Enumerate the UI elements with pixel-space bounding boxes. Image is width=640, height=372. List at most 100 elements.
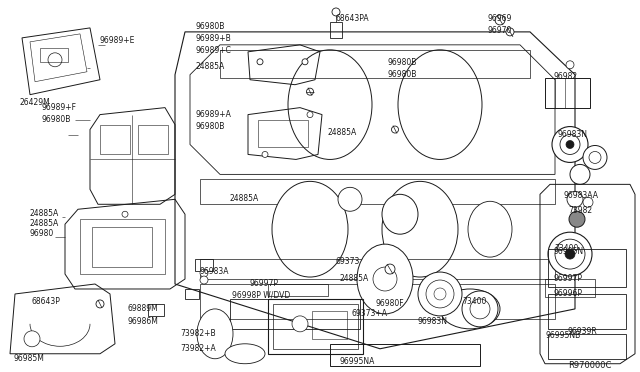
- Ellipse shape: [440, 289, 500, 329]
- Text: 96980B: 96980B: [388, 58, 417, 67]
- Circle shape: [566, 141, 574, 148]
- Text: 96998P W/DVD: 96998P W/DVD: [232, 291, 291, 300]
- Circle shape: [200, 276, 208, 284]
- Text: 96986M: 96986M: [128, 317, 159, 326]
- Bar: [545, 78, 590, 108]
- Ellipse shape: [398, 50, 482, 160]
- Bar: [258, 119, 308, 147]
- Text: 96995N: 96995N: [554, 247, 584, 256]
- Bar: [330, 22, 342, 38]
- Ellipse shape: [338, 187, 362, 211]
- Circle shape: [332, 8, 340, 16]
- Bar: [200, 284, 555, 319]
- Text: 96997P: 96997P: [554, 274, 583, 283]
- Text: 69889M: 69889M: [128, 304, 159, 313]
- Text: 96995NA: 96995NA: [340, 357, 376, 366]
- Text: 96970: 96970: [488, 26, 513, 35]
- Text: 96995NB: 96995NB: [546, 331, 581, 340]
- Text: 24885A: 24885A: [195, 62, 224, 71]
- Circle shape: [565, 249, 575, 259]
- Bar: [273, 304, 358, 349]
- Circle shape: [373, 267, 397, 291]
- Text: 96969: 96969: [488, 14, 513, 23]
- Bar: [268, 299, 363, 354]
- Circle shape: [426, 280, 454, 308]
- Text: 24885A: 24885A: [30, 219, 60, 228]
- Text: 68643PA: 68643PA: [336, 14, 370, 23]
- Circle shape: [567, 191, 583, 207]
- Circle shape: [392, 126, 399, 133]
- Bar: [545, 279, 595, 297]
- Text: 96983N: 96983N: [418, 317, 448, 326]
- Text: 73400: 73400: [554, 244, 579, 253]
- Text: 96983AA: 96983AA: [564, 191, 599, 201]
- Text: 96989+C: 96989+C: [195, 46, 231, 55]
- Text: 96989+F: 96989+F: [42, 103, 77, 112]
- Text: 96939R: 96939R: [568, 327, 598, 336]
- Text: 73982+B: 73982+B: [180, 329, 216, 338]
- Circle shape: [200, 269, 208, 277]
- Circle shape: [434, 288, 446, 300]
- Circle shape: [552, 126, 588, 163]
- Circle shape: [589, 151, 601, 163]
- Circle shape: [470, 299, 490, 319]
- Ellipse shape: [357, 244, 413, 314]
- Ellipse shape: [272, 182, 348, 277]
- Bar: [548, 334, 626, 359]
- Circle shape: [506, 28, 514, 36]
- Bar: [40, 48, 68, 62]
- Circle shape: [96, 300, 104, 308]
- Circle shape: [583, 145, 607, 169]
- Bar: [220, 50, 530, 78]
- Bar: [148, 304, 164, 316]
- Circle shape: [262, 151, 268, 157]
- Bar: [92, 227, 152, 267]
- Ellipse shape: [288, 50, 372, 160]
- Text: 96983A: 96983A: [200, 267, 230, 276]
- Circle shape: [257, 59, 263, 65]
- Text: 69373: 69373: [336, 257, 360, 266]
- Circle shape: [292, 316, 308, 332]
- Bar: [312, 311, 347, 339]
- Bar: [200, 179, 555, 204]
- Text: 96997P: 96997P: [250, 279, 279, 288]
- Circle shape: [307, 88, 314, 95]
- Circle shape: [302, 59, 308, 65]
- Text: 73982+A: 73982+A: [180, 344, 216, 353]
- Text: 24885A: 24885A: [328, 128, 357, 137]
- Bar: [268, 284, 328, 296]
- Circle shape: [48, 53, 62, 67]
- Text: 96989+A: 96989+A: [195, 110, 231, 119]
- Text: 96983N: 96983N: [558, 129, 588, 138]
- Bar: [200, 259, 555, 279]
- Ellipse shape: [468, 201, 512, 257]
- Bar: [330, 344, 480, 366]
- Bar: [80, 219, 165, 274]
- Circle shape: [385, 264, 395, 274]
- Circle shape: [560, 135, 580, 154]
- Bar: [138, 125, 168, 154]
- Text: 73982: 73982: [568, 206, 592, 215]
- Bar: [548, 294, 626, 329]
- Text: 68643P: 68643P: [32, 297, 61, 306]
- Text: 96996P: 96996P: [554, 289, 583, 298]
- Text: 26429M: 26429M: [20, 98, 51, 107]
- Bar: [548, 249, 626, 287]
- Circle shape: [570, 164, 590, 185]
- Text: 73400: 73400: [462, 297, 486, 306]
- Ellipse shape: [197, 309, 233, 359]
- Circle shape: [583, 197, 593, 207]
- Text: 96980B: 96980B: [195, 122, 225, 131]
- Circle shape: [418, 272, 462, 316]
- Circle shape: [566, 61, 574, 69]
- Text: 96980B: 96980B: [42, 115, 72, 124]
- Text: 96980B: 96980B: [195, 22, 225, 31]
- Circle shape: [462, 291, 498, 327]
- Text: 96989+B: 96989+B: [195, 34, 231, 43]
- Bar: [195, 259, 213, 271]
- Text: R970000C: R970000C: [568, 361, 611, 370]
- Text: 69373+A: 69373+A: [352, 309, 388, 318]
- Ellipse shape: [225, 344, 265, 364]
- Bar: [100, 125, 130, 154]
- Circle shape: [495, 15, 505, 25]
